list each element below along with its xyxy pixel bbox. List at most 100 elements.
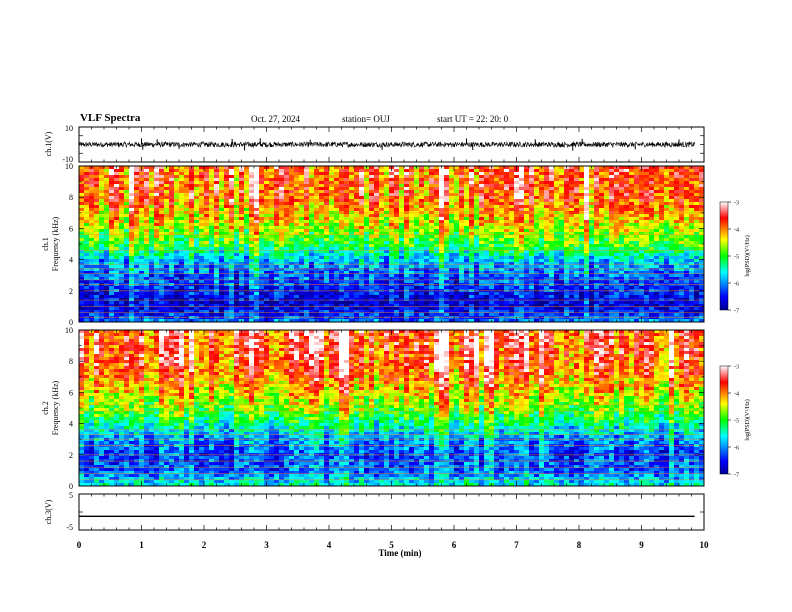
spectrogram-cell	[129, 313, 135, 317]
spectrogram-cell	[174, 319, 180, 323]
spectrogram-cell	[314, 232, 320, 236]
spectrogram-cell	[424, 313, 430, 317]
spectrogram-cell	[394, 202, 400, 206]
spectrogram-cell	[114, 214, 120, 218]
spectrogram-cell	[539, 214, 545, 218]
spectrogram-cell	[209, 280, 215, 284]
spectrogram-cell	[134, 310, 140, 314]
spectrogram-cell	[294, 199, 300, 203]
spectrogram-cell	[424, 220, 430, 224]
spectrogram-cell	[224, 268, 230, 272]
spectrogram-cell	[334, 298, 340, 302]
spectrogram-cell	[259, 253, 265, 257]
spectrogram-cell	[89, 220, 95, 224]
spectrogram-cell	[279, 229, 285, 233]
spectrogram-cell	[464, 262, 470, 266]
spectrogram-cell	[89, 223, 95, 227]
spectrogram-cell	[294, 229, 300, 233]
spectrogram-cell	[494, 226, 500, 230]
spectrogram-cell	[319, 184, 325, 188]
spectrogram-cell	[469, 181, 475, 185]
spectrogram-cell	[379, 250, 385, 254]
spectrogram-cell	[449, 250, 455, 254]
spectrogram-cell	[204, 313, 210, 317]
spectrogram-cell	[314, 265, 320, 269]
spectrogram-cell	[119, 178, 125, 182]
spectrogram-cell	[389, 208, 395, 212]
spectrogram-cell	[204, 208, 210, 212]
spectrogram-cell	[329, 247, 335, 251]
spectrogram-cell	[514, 250, 520, 254]
spectrogram-cell	[114, 190, 120, 194]
spectrogram-cell	[294, 184, 300, 188]
spectrogram-cell	[364, 232, 370, 236]
spectrogram-cell	[374, 268, 380, 272]
spectrogram-cell	[424, 262, 430, 266]
spectrogram-cell	[174, 223, 180, 227]
spectrogram-cell	[194, 199, 200, 203]
spectrogram-cell	[419, 298, 425, 302]
spectrogram-cell	[489, 256, 495, 260]
spectrogram-cell	[524, 169, 530, 173]
spectrogram-cell	[404, 235, 410, 239]
spectrogram-cell	[454, 310, 460, 314]
spectrogram-cell	[444, 259, 450, 263]
spectrogram-cell	[324, 181, 330, 185]
spectrogram-cell	[459, 277, 465, 281]
spectrogram-cell	[359, 253, 365, 257]
spectrogram-cell	[239, 301, 245, 305]
spectrogram-cell	[454, 250, 460, 254]
spectrogram-cell	[244, 286, 250, 290]
spectrogram-cell	[394, 298, 400, 302]
spectrogram-cell	[464, 295, 470, 299]
spectrogram-cell	[459, 220, 465, 224]
spectrogram-cell	[79, 244, 85, 248]
spectrogram-cell	[124, 319, 130, 323]
spectrogram-cell	[129, 184, 135, 188]
spectrogram-cell	[424, 202, 430, 206]
spectrogram-cell	[489, 265, 495, 269]
spectrogram-cell	[114, 277, 120, 281]
spectrogram-cell	[284, 286, 290, 290]
spectrogram-cell	[384, 205, 390, 209]
spectrogram-cell	[464, 226, 470, 230]
spectrogram-cell	[504, 178, 510, 182]
spectrogram-cell	[379, 235, 385, 239]
spectrogram-cell	[244, 253, 250, 257]
spectrogram-cell	[279, 169, 285, 173]
spectrogram-cell	[274, 214, 280, 218]
spectrogram-cell	[134, 205, 140, 209]
spectrogram-cell	[169, 298, 175, 302]
spectrogram-cell	[194, 187, 200, 191]
spectrogram-cell	[459, 271, 465, 275]
spectrogram-cell	[459, 286, 465, 290]
spectrogram-cell	[334, 244, 340, 248]
spectrogram-cell	[499, 265, 505, 269]
spectrogram-cell	[364, 229, 370, 233]
spectrogram-cell	[494, 241, 500, 245]
spectrogram-cell	[414, 178, 420, 182]
spectrogram-cell	[509, 247, 515, 251]
spectrogram-cell	[494, 256, 500, 260]
spectrogram-cell	[484, 235, 490, 239]
spectrogram-cell	[229, 298, 235, 302]
spectrogram-cell	[469, 265, 475, 269]
spectrogram-cell	[269, 313, 275, 317]
spectrogram-cell	[144, 220, 150, 224]
spectrogram-cell	[214, 307, 220, 311]
spectrogram-cell	[309, 220, 315, 224]
spectrogram-cell	[194, 184, 200, 188]
spectrogram-cell	[259, 310, 265, 314]
spectrogram-cell	[314, 223, 320, 227]
spectrogram-cell	[504, 202, 510, 206]
spectrogram-cell	[234, 181, 240, 185]
spectrogram-cell	[259, 250, 265, 254]
spectrogram-cell	[354, 274, 360, 278]
spectrogram-cell	[424, 256, 430, 260]
spectrogram-cell	[104, 235, 110, 239]
spectrogram-cell	[434, 208, 440, 212]
spectrogram-cell	[264, 199, 270, 203]
spectrogram-cell	[504, 295, 510, 299]
spectrogram-cell	[179, 226, 185, 230]
spectrogram-cell	[189, 247, 195, 251]
